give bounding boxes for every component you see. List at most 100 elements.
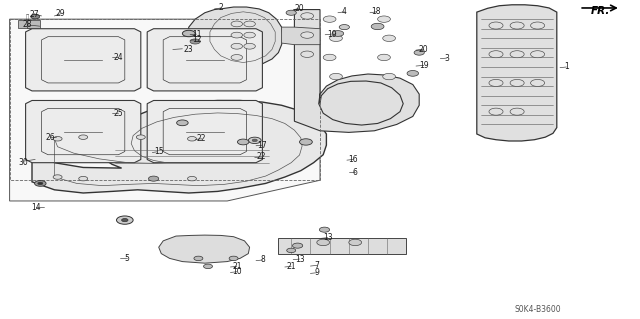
Circle shape <box>35 181 46 186</box>
Bar <box>18 20 31 28</box>
Text: 30: 30 <box>19 158 29 167</box>
Circle shape <box>79 135 88 139</box>
Text: 24: 24 <box>113 53 124 62</box>
Circle shape <box>330 35 342 41</box>
Text: 21: 21 <box>287 262 296 271</box>
Circle shape <box>371 23 384 30</box>
Circle shape <box>510 51 524 58</box>
Text: 27: 27 <box>29 10 39 19</box>
Text: 3: 3 <box>444 54 449 63</box>
Circle shape <box>244 32 255 38</box>
Polygon shape <box>10 19 320 201</box>
Text: 12: 12 <box>192 35 201 44</box>
Text: 2: 2 <box>218 4 223 12</box>
Text: 22: 22 <box>257 152 266 161</box>
Circle shape <box>319 227 330 232</box>
Text: 26: 26 <box>45 133 55 142</box>
Circle shape <box>489 22 503 29</box>
Text: 6: 6 <box>353 168 358 177</box>
Circle shape <box>383 73 396 80</box>
Text: 4: 4 <box>342 7 347 16</box>
Text: 22: 22 <box>197 134 206 143</box>
Circle shape <box>286 10 296 15</box>
Text: S0K4-B3600: S0K4-B3600 <box>515 305 561 314</box>
Circle shape <box>237 139 249 145</box>
Circle shape <box>383 35 396 41</box>
Polygon shape <box>26 100 141 163</box>
Circle shape <box>489 51 503 58</box>
Circle shape <box>330 73 342 80</box>
Text: 10: 10 <box>232 267 242 276</box>
Text: 25: 25 <box>113 109 124 118</box>
Circle shape <box>531 79 545 86</box>
Polygon shape <box>477 5 557 141</box>
Circle shape <box>116 216 133 224</box>
Circle shape <box>510 22 524 29</box>
Text: 20: 20 <box>419 45 429 54</box>
Circle shape <box>252 139 257 142</box>
Text: 11: 11 <box>192 30 201 39</box>
Circle shape <box>188 137 196 141</box>
Circle shape <box>339 25 349 30</box>
Circle shape <box>204 264 212 269</box>
Circle shape <box>231 43 243 49</box>
Polygon shape <box>26 29 141 91</box>
Circle shape <box>301 13 314 19</box>
Circle shape <box>38 182 43 185</box>
Circle shape <box>489 79 503 86</box>
Polygon shape <box>159 235 250 263</box>
Circle shape <box>122 219 128 222</box>
Text: 19: 19 <box>326 30 337 39</box>
Text: 17: 17 <box>257 141 268 150</box>
Text: 28: 28 <box>22 20 31 29</box>
Text: 15: 15 <box>154 147 164 156</box>
Polygon shape <box>147 100 262 163</box>
Circle shape <box>231 32 243 38</box>
Text: 20: 20 <box>294 4 305 13</box>
Circle shape <box>301 32 314 38</box>
Text: ⬛: ⬛ <box>25 14 29 20</box>
Text: 1: 1 <box>564 63 569 71</box>
Circle shape <box>378 16 390 22</box>
Text: 29: 29 <box>56 9 66 18</box>
Circle shape <box>229 256 238 261</box>
Text: 7: 7 <box>314 261 319 270</box>
Text: 18: 18 <box>372 7 381 16</box>
Circle shape <box>53 175 62 179</box>
Circle shape <box>244 21 255 27</box>
Circle shape <box>300 139 312 145</box>
Circle shape <box>231 55 243 60</box>
Circle shape <box>317 239 330 246</box>
Circle shape <box>510 79 524 86</box>
Circle shape <box>190 39 200 44</box>
Text: 13: 13 <box>294 255 305 263</box>
Circle shape <box>31 14 40 19</box>
Text: 21: 21 <box>232 262 241 271</box>
Circle shape <box>301 51 314 57</box>
Circle shape <box>531 51 545 58</box>
Circle shape <box>292 243 303 248</box>
Text: 19: 19 <box>419 61 429 70</box>
Text: 9: 9 <box>314 268 319 277</box>
Circle shape <box>177 120 188 126</box>
Text: 5: 5 <box>124 254 129 263</box>
Circle shape <box>349 239 362 246</box>
Circle shape <box>407 70 419 76</box>
Circle shape <box>136 135 145 139</box>
Text: 16: 16 <box>348 155 358 164</box>
Bar <box>27 20 40 28</box>
Circle shape <box>188 176 196 181</box>
Circle shape <box>182 30 195 37</box>
Circle shape <box>510 108 524 115</box>
Circle shape <box>194 256 203 261</box>
Circle shape <box>248 137 261 144</box>
Circle shape <box>231 21 243 27</box>
Polygon shape <box>187 7 283 69</box>
Circle shape <box>323 54 336 61</box>
Circle shape <box>531 22 545 29</box>
Circle shape <box>489 108 503 115</box>
Text: 23: 23 <box>184 45 194 54</box>
Polygon shape <box>147 29 262 91</box>
Polygon shape <box>278 238 406 254</box>
Circle shape <box>148 176 159 181</box>
